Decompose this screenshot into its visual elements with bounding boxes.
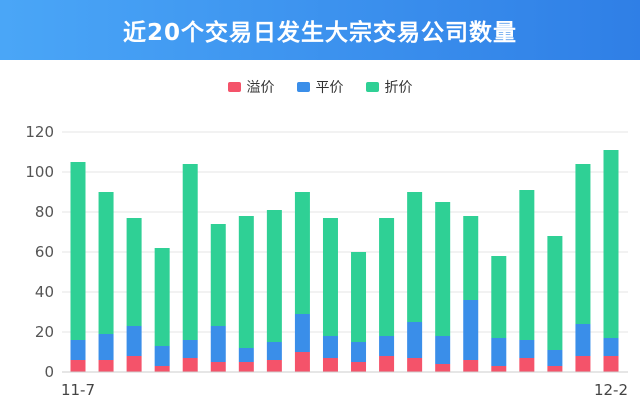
y-tick-label: 80 [35, 203, 54, 221]
legend-label-premium: 溢价 [246, 80, 275, 96]
bar-segment-discount[interactable] [154, 248, 170, 346]
bar-segment-premium[interactable] [575, 356, 591, 372]
bar-segment-par[interactable] [603, 338, 619, 356]
y-tick-label: 0 [44, 363, 54, 381]
legend-label-par: 平价 [315, 80, 344, 96]
bar-segment-discount[interactable] [463, 216, 479, 300]
x-end-label: 12-2 [594, 381, 628, 399]
bar-segment-par[interactable] [70, 340, 86, 360]
bar-segment-premium[interactable] [379, 356, 395, 372]
bar-segment-par[interactable] [547, 350, 563, 366]
bar-segment-par[interactable] [294, 314, 310, 352]
y-tick-label: 120 [25, 123, 54, 141]
bar-segment-premium[interactable] [210, 362, 226, 372]
bar-segment-discount[interactable] [435, 202, 451, 336]
x-start-label: 11-7 [61, 381, 95, 399]
chart-header: 近20个交易日发生大宗交易公司数量 [0, 0, 640, 60]
bar-segment-discount[interactable] [238, 216, 254, 348]
bar-segment-discount[interactable] [98, 192, 114, 334]
bar-segment-premium[interactable] [154, 366, 170, 372]
bar-segment-par[interactable] [519, 340, 535, 358]
bar-segment-discount[interactable] [322, 218, 338, 336]
bar-segment-discount[interactable] [126, 218, 142, 326]
bar-segment-discount[interactable] [547, 236, 563, 350]
bar-segment-par[interactable] [154, 346, 170, 366]
bar-segment-par[interactable] [463, 300, 479, 360]
legend-item-par[interactable]: 平价 [296, 77, 344, 97]
y-tick-label: 20 [35, 323, 54, 341]
bar-segment-par[interactable] [407, 322, 423, 358]
bar-segment-premium[interactable] [98, 360, 114, 372]
legend: 溢价 平价 折价 [0, 77, 640, 97]
bar-segment-premium[interactable] [126, 356, 142, 372]
bar-segment-premium[interactable] [322, 358, 338, 372]
y-tick-label: 100 [25, 163, 54, 181]
bar-segment-discount[interactable] [182, 164, 198, 340]
bar-segment-premium[interactable] [238, 362, 254, 372]
bar-segment-par[interactable] [126, 326, 142, 356]
bar-segment-discount[interactable] [603, 150, 619, 338]
bar-segment-premium[interactable] [407, 358, 423, 372]
bar-segment-par[interactable] [379, 336, 395, 356]
bar-segment-par[interactable] [351, 342, 367, 362]
legend-swatch-par [296, 82, 310, 92]
bar-segment-par[interactable] [575, 324, 591, 356]
bar-segment-discount[interactable] [210, 224, 226, 326]
bar-segment-par[interactable] [98, 334, 114, 360]
legend-swatch-premium [227, 82, 241, 92]
bar-segment-discount[interactable] [519, 190, 535, 340]
bar-segment-premium[interactable] [603, 356, 619, 372]
legend-label-discount: 折价 [384, 80, 413, 96]
bar-segment-premium[interactable] [547, 366, 563, 372]
bars [70, 150, 619, 372]
bar-segment-par[interactable] [210, 326, 226, 362]
legend-item-discount[interactable]: 折价 [365, 77, 413, 97]
bar-segment-par[interactable] [322, 336, 338, 358]
bar-segment-discount[interactable] [407, 192, 423, 322]
bar-segment-discount[interactable] [379, 218, 395, 336]
y-axis-ticks: 0 20 40 60 80 100 120 [25, 123, 54, 381]
bar-segment-premium[interactable] [70, 360, 86, 372]
bar-segment-par[interactable] [491, 338, 507, 366]
bar-segment-discount[interactable] [266, 210, 282, 342]
legend-swatch-discount [365, 82, 379, 92]
bar-segment-premium[interactable] [463, 360, 479, 372]
bar-segment-premium[interactable] [182, 358, 198, 372]
bar-segment-par[interactable] [435, 336, 451, 364]
bar-segment-discount[interactable] [491, 256, 507, 338]
bar-segment-premium[interactable] [351, 362, 367, 372]
bar-segment-discount[interactable] [575, 164, 591, 324]
legend-item-premium[interactable]: 溢价 [227, 77, 275, 97]
bar-segment-discount[interactable] [351, 252, 367, 342]
y-tick-label: 60 [35, 243, 54, 261]
bar-segment-premium[interactable] [294, 352, 310, 372]
bar-segment-premium[interactable] [519, 358, 535, 372]
bar-segment-premium[interactable] [266, 360, 282, 372]
bar-segment-discount[interactable] [70, 162, 86, 340]
y-tick-label: 40 [35, 283, 54, 301]
bar-segment-premium[interactable] [435, 364, 451, 372]
bar-segment-premium[interactable] [491, 366, 507, 372]
chart-title: 近20个交易日发生大宗交易公司数量 [122, 20, 517, 46]
bar-segment-par[interactable] [238, 348, 254, 362]
grid-lines [62, 131, 628, 333]
bar-segment-par[interactable] [266, 342, 282, 360]
bar-segment-discount[interactable] [294, 192, 310, 314]
bar-segment-par[interactable] [182, 340, 198, 358]
